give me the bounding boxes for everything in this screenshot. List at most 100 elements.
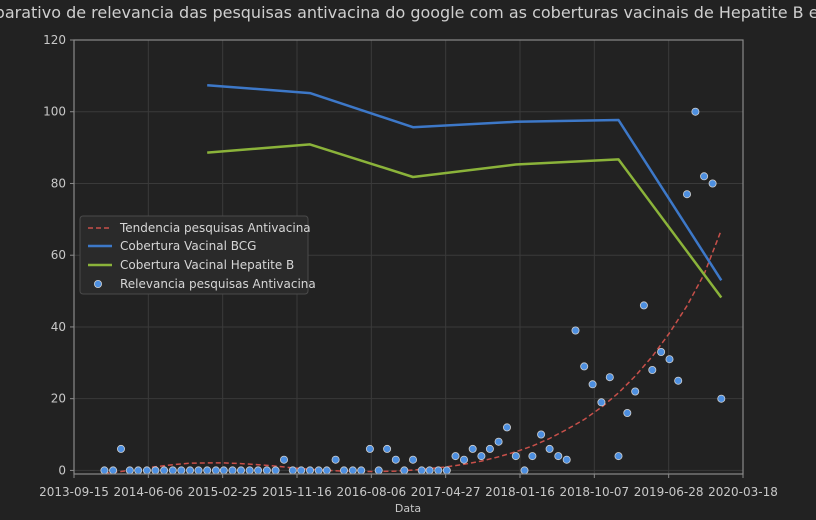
scatter-point [151, 466, 160, 475]
scatter-point [502, 423, 511, 432]
scatter-point [477, 452, 486, 461]
scatter-point [125, 466, 134, 475]
scatter-point [588, 380, 597, 389]
scatter-point [236, 466, 245, 475]
scatter-point [597, 398, 606, 407]
x-tick-label: 2015-02-25 [188, 485, 258, 499]
scatter-point [109, 466, 118, 475]
legend-box [79, 215, 309, 295]
scatter-point [485, 444, 494, 453]
legend-label-hepb: Cobertura Vacinal Hepatite B [120, 258, 294, 272]
scatter-point [211, 466, 220, 475]
scatter-point [365, 444, 374, 453]
scatter-point [451, 452, 460, 461]
scatter-point [639, 301, 648, 310]
y-tick-label: 100 [43, 105, 66, 119]
scatter-point [717, 394, 726, 403]
scatter-point [528, 452, 537, 461]
scatter-point [177, 466, 186, 475]
scatter-point [245, 466, 254, 475]
scatter-point [631, 387, 640, 396]
scatter-point [322, 466, 331, 475]
x-tick-label: 2015-11-16 [262, 485, 332, 499]
scatter-point [160, 466, 169, 475]
x-tick-label: 2014-06-06 [113, 485, 183, 499]
plot-area [100, 83, 726, 475]
scatter-point [554, 452, 563, 461]
axis-ticks: 2013-09-15 2014-06-06 2015-02-25 2015-11-16… [39, 33, 778, 499]
x-tick-label: 2018-01-16 [485, 485, 555, 499]
scatter-point [442, 466, 451, 475]
scatter-point [605, 373, 614, 382]
scatter-point [494, 437, 503, 446]
legend-label-scatter: Relevancia pesquisas Antivacina [120, 277, 316, 291]
scatter-point [219, 466, 228, 475]
x-tick-label: 2017-04-27 [411, 485, 481, 499]
scatter-point [348, 466, 357, 475]
scatter-point [459, 455, 468, 464]
scatter-point [614, 452, 623, 461]
x-tick-label: 2016-08-06 [336, 485, 406, 499]
y-tick-label: 0 [58, 463, 66, 477]
y-tick-label: 20 [51, 392, 66, 406]
scatter-point [357, 466, 366, 475]
scatter-point [339, 466, 348, 475]
scatter-point [683, 190, 692, 199]
scatter-point [545, 444, 554, 453]
y-tick-label: 60 [51, 248, 66, 262]
scatter-point [305, 466, 314, 475]
scatter-point [700, 172, 709, 181]
scatter-point [142, 466, 151, 475]
scatter-point [288, 466, 297, 475]
scatter-point [383, 444, 392, 453]
scatter-point [254, 466, 263, 475]
scatter-point [571, 326, 580, 335]
scatter-point [708, 179, 717, 188]
x-tick-label: 2020-03-18 [708, 485, 778, 499]
scatter-point [117, 444, 126, 453]
scatter-point [520, 466, 529, 475]
scatter-point [665, 355, 674, 364]
scatter-point [408, 455, 417, 464]
scatter-point [314, 466, 323, 475]
scatter-point [580, 362, 589, 371]
scatter-point [657, 347, 666, 356]
chart-title: Comparativo de relevancia das pesquisas … [0, 3, 816, 22]
scatter-point [374, 466, 383, 475]
legend-label-bcg: Cobertura Vacinal BCG [120, 239, 256, 253]
axes-frame [73, 39, 744, 475]
scatter-point [562, 455, 571, 464]
scatter-point [185, 466, 194, 475]
legend-swatch-scatter [94, 279, 103, 288]
scatter-point [434, 466, 443, 475]
scatter-point [134, 466, 143, 475]
scatter-point [279, 455, 288, 464]
y-tick-label: 40 [51, 320, 66, 334]
scatter-point [100, 466, 109, 475]
series-line-hepb [207, 143, 723, 299]
scatter-point [297, 466, 306, 475]
scatter-point [203, 466, 212, 475]
y-tick-label: 120 [43, 33, 66, 47]
scatter-point [417, 466, 426, 475]
scatter-point [391, 455, 400, 464]
scatter-point [271, 466, 280, 475]
series-line-bcg [207, 83, 723, 281]
scatter-point [691, 107, 700, 116]
scatter-point [400, 466, 409, 475]
x-tick-label: 2018-10-07 [559, 485, 629, 499]
scatter-point [168, 466, 177, 475]
legend-label-trend: Tendencia pesquisas Antivacina [119, 221, 311, 235]
scatter-point [425, 466, 434, 475]
x-axis-label: Data [395, 502, 421, 515]
x-tick-label: 2019-06-28 [634, 485, 704, 499]
scatter-point [648, 365, 657, 374]
x-tick-label: 2013-09-15 [39, 485, 109, 499]
scatter-point [194, 466, 203, 475]
scatter-point [468, 444, 477, 453]
scatter-point [331, 455, 340, 464]
scatter-point [623, 408, 632, 417]
scatter-point [228, 466, 237, 475]
y-tick-label: 80 [51, 176, 66, 190]
